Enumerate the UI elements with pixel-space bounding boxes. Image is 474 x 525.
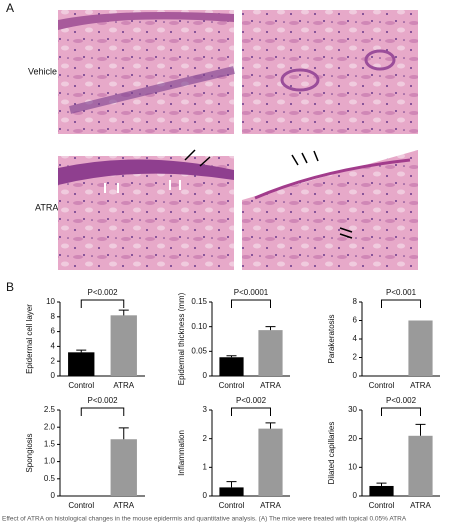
panel-label: A (6, 1, 14, 15)
y-tick-label: 2.0 (44, 422, 56, 431)
y-tick-label: 2.5 (44, 405, 56, 414)
error-bar (76, 349, 87, 353)
bar (408, 435, 433, 496)
epidermis (254, 158, 411, 200)
y-axis-label: Epidermal cell layer (25, 304, 34, 374)
y-tick-label: 2 (203, 434, 208, 443)
arrow (291, 150, 319, 166)
y-tick-label: 0.10 (191, 322, 207, 331)
p-value: P<0.002 (87, 288, 118, 297)
y-tick-label: 2 (51, 356, 56, 365)
follicle (69, 66, 235, 114)
error-bar (265, 326, 276, 331)
significance-bracket (381, 299, 421, 308)
x-tick-label: ATRA (410, 501, 431, 510)
x-tick-label: Control (219, 381, 245, 390)
x-tick-label: Control (68, 501, 94, 510)
follicle (364, 49, 396, 71)
y-tick-label: 0 (353, 371, 358, 380)
error-bar (265, 422, 276, 429)
x-tick-label: ATRA (410, 381, 431, 390)
row-label: Vehicle (28, 66, 57, 76)
bar (219, 487, 244, 496)
x-tick-label: ATRA (260, 501, 281, 510)
x-tick-label: Control (219, 501, 245, 510)
bar (258, 428, 283, 496)
y-tick-label: 6 (353, 316, 358, 325)
y-axis-label: Parakeratosis (327, 315, 336, 364)
p-value: P<0.0001 (234, 288, 269, 297)
y-tick-label: 2 (353, 353, 358, 362)
p-value: P<0.002 (386, 396, 417, 405)
y-tick-label: 8 (51, 312, 56, 321)
error-bar (226, 355, 237, 358)
p-value: P<0.002 (87, 396, 118, 405)
y-tick-label: 0 (51, 491, 56, 500)
arrow (104, 180, 181, 193)
y-axis-label: Inflammation (177, 430, 186, 476)
epidermis (58, 12, 234, 30)
bar (258, 330, 283, 376)
bar (110, 439, 137, 496)
x-tick-label: ATRA (113, 381, 134, 390)
y-tick-label: 3 (203, 405, 208, 414)
p-value: P<0.001 (386, 288, 417, 297)
significance-bracket (80, 407, 125, 416)
follicle (280, 68, 320, 92)
y-axis-label: Spongiosis (25, 433, 34, 472)
significance-bracket (231, 299, 271, 308)
error-bar (415, 423, 426, 436)
histology-images (58, 10, 418, 270)
y-tick-label: 4 (353, 334, 358, 343)
bar (408, 320, 433, 376)
significance-bracket (80, 299, 125, 308)
micrograph (58, 10, 234, 134)
y-tick-label: 8 (353, 297, 358, 306)
error-bar (226, 481, 237, 488)
y-tick-label: 0.05 (191, 346, 207, 355)
error-bar (118, 427, 129, 440)
y-tick-label: 10 (46, 297, 55, 306)
background (58, 144, 234, 156)
x-tick-label: ATRA (113, 501, 134, 510)
bar (369, 485, 394, 496)
y-axis-label: Epidermal thickness (mm) (177, 292, 186, 385)
x-tick-label: Control (369, 381, 395, 390)
y-tick-label: 10 (348, 462, 357, 471)
y-tick-label: 0 (203, 371, 208, 380)
y-tick-label: 0 (51, 371, 56, 380)
arrow (184, 149, 211, 167)
arrow (339, 227, 353, 239)
y-tick-label: 4 (51, 342, 56, 351)
significance-bracket (231, 407, 271, 416)
error-bar (118, 309, 129, 316)
error-bar (376, 482, 387, 486)
epidermis (58, 159, 234, 185)
y-tick-label: 0 (353, 491, 358, 500)
significance-bracket (381, 407, 421, 416)
bar (68, 352, 95, 376)
y-tick-label: 1.0 (44, 457, 56, 466)
row-label: ATRA (35, 202, 58, 212)
micrograph (242, 10, 418, 134)
bar (110, 315, 137, 376)
y-tick-label: 0.15 (191, 297, 207, 306)
y-tick-label: 1 (203, 462, 208, 471)
y-axis-label: Dilated capillaries (327, 422, 336, 485)
y-tick-label: 1.5 (44, 440, 56, 449)
bar (219, 357, 244, 376)
y-tick-label: 6 (51, 327, 56, 336)
x-tick-label: Control (369, 501, 395, 510)
x-tick-label: ATRA (260, 381, 281, 390)
panel-label: B (6, 280, 14, 294)
y-tick-label: 0 (203, 491, 208, 500)
y-tick-label: 20 (348, 434, 357, 443)
caption: Effect of ATRA on histological changes i… (2, 516, 407, 523)
y-tick-label: 30 (348, 405, 357, 414)
x-tick-label: Control (68, 381, 94, 390)
p-value: P<0.002 (236, 396, 267, 405)
y-tick-label: 0.5 (44, 474, 56, 483)
